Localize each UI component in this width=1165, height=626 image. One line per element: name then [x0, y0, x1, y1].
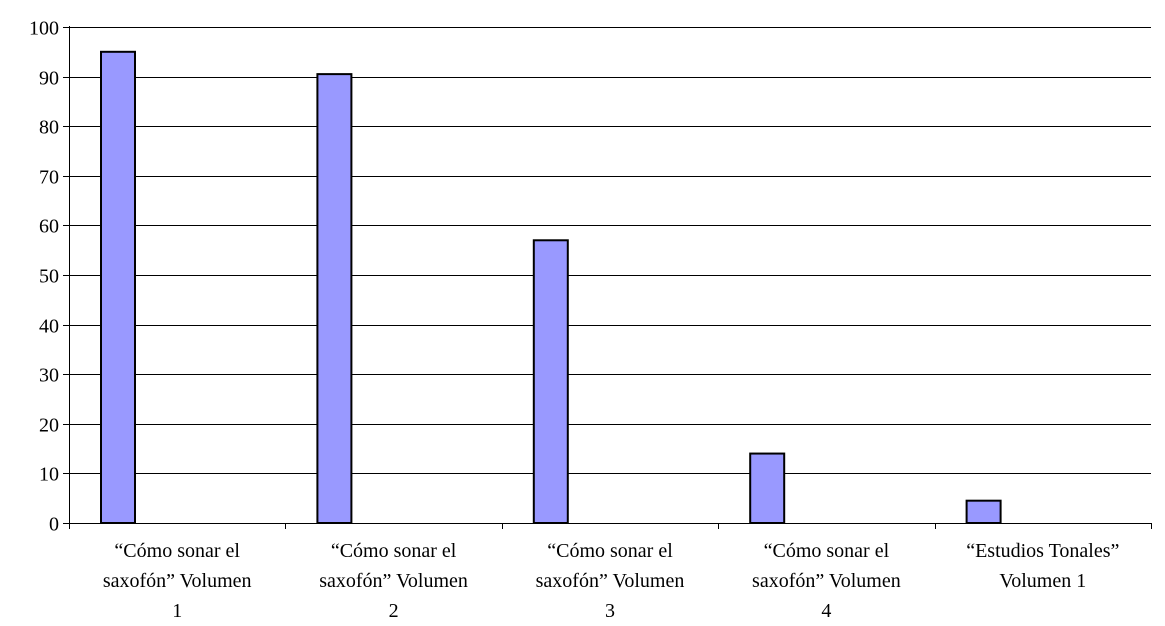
x-category-label-line: Volumen 1 [999, 570, 1086, 592]
x-category-label: “Cómo sonar el saxofón” Volumen 3 [536, 540, 685, 622]
x-category-label: “Cómo sonar el saxofón” Volumen 4 [752, 540, 901, 622]
bars [100, 50, 1002, 525]
x-category-label-line: “Cómo sonar el [114, 540, 240, 562]
y-tick-label: 90 [39, 68, 59, 90]
y-tick-label: 40 [39, 316, 59, 338]
x-category-label-line: 1 [172, 600, 182, 622]
y-tick-label: 50 [39, 266, 59, 288]
x-category-label-line: “Cómo sonar el [547, 540, 673, 562]
bar-4 [749, 452, 786, 524]
x-category-label-line: 3 [605, 600, 615, 622]
y-tick-label: 20 [39, 415, 59, 437]
x-category-label-line: “Cómo sonar el [331, 540, 457, 562]
y-tick-label: 30 [39, 365, 59, 387]
y-tick-label: 70 [39, 167, 59, 189]
y-tick-label: 80 [39, 117, 59, 139]
gridlines [69, 27, 1151, 474]
x-category-label-line: “Estudios Tonales” [966, 540, 1119, 562]
x-category-label-line: saxofón” Volumen [103, 570, 252, 592]
y-tick-labels: 0 10 20 30 40 50 60 70 80 90 100 [29, 18, 59, 536]
x-category-label: “Estudios Tonales” Volumen 1 [966, 540, 1119, 592]
x-category-label: “Cómo sonar el saxofón” Volumen 1 [103, 540, 252, 622]
y-tick-label: 10 [39, 464, 59, 486]
x-category-label-line: 4 [821, 600, 831, 622]
y-tick-label: 60 [39, 216, 59, 238]
bar-2 [316, 73, 353, 525]
bar-5 [965, 499, 1002, 524]
x-category-label-line: “Cómo sonar el [764, 540, 890, 562]
bar-1 [100, 50, 136, 525]
axes [63, 26, 1152, 529]
y-tick-label: 100 [29, 18, 59, 40]
x-category-label-line: 2 [389, 600, 399, 622]
x-category-label: “Cómo sonar el saxofón” Volumen 2 [319, 540, 468, 622]
y-tick-label: 0 [49, 514, 59, 536]
x-category-label-line: saxofón” Volumen [319, 570, 468, 592]
bar-3 [532, 239, 569, 524]
x-category-label-line: saxofón” Volumen [536, 570, 685, 592]
x-category-label-line: saxofón” Volumen [752, 570, 901, 592]
